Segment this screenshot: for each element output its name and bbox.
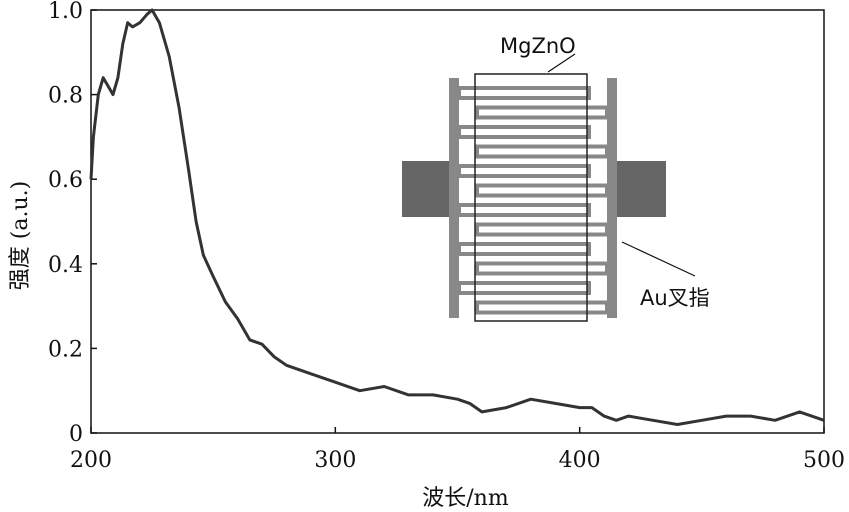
- y-tick-label: 0.6: [48, 168, 83, 193]
- au-leader-line: [621, 241, 696, 277]
- right-electrode-bus: [607, 78, 617, 318]
- x-axis-title: 波长/nm: [422, 486, 509, 511]
- x-tick-label: 200: [70, 448, 112, 473]
- data-series: [89, 8, 825, 426]
- au-finger-label: Au叉指: [640, 286, 710, 310]
- electrode-finger: [475, 300, 609, 315]
- y-tick-label: 0.2: [48, 337, 83, 362]
- mgzno-label: MgZnO: [500, 34, 576, 58]
- electrode-finger: [475, 144, 609, 159]
- axis-ticks: 200 300 400 500 0 0.2 0.4 0.6 0.8 1.0: [48, 0, 845, 473]
- electrode-finger: [457, 281, 591, 295]
- y-tick-label: 0.8: [48, 84, 83, 109]
- mgzno-film: [474, 73, 588, 322]
- plot-frame: [90, 9, 825, 434]
- right-contact-pad: [612, 161, 666, 217]
- spectrum-line: [89, 8, 825, 426]
- mgzno-leader-line: [547, 53, 576, 73]
- electrode-finger: [475, 222, 609, 237]
- y-tick-label: 0.4: [48, 253, 83, 278]
- electrode-finger: [475, 105, 609, 120]
- y-tick-label: 0: [69, 422, 83, 447]
- electrode-finger: [475, 261, 609, 276]
- electrode-finger: [457, 203, 591, 217]
- left-contact-pad: [402, 161, 454, 217]
- electrode-finger: [457, 86, 591, 100]
- left-electrode-bus: [449, 78, 459, 318]
- x-tick-label: 500: [803, 448, 845, 473]
- y-axis-title: 强度 (a.u.): [8, 181, 33, 290]
- electrode-finger: [457, 164, 591, 178]
- electrode-finger: [457, 125, 591, 139]
- x-tick-label: 400: [559, 448, 601, 473]
- electrode-finger: [457, 242, 591, 256]
- electrode-finger: [475, 183, 609, 198]
- x-tick-label: 300: [314, 448, 356, 473]
- interdigitated-electrode-inset: MgZnO Au叉指: [402, 34, 710, 322]
- electrode-fingers: [457, 86, 609, 315]
- y-tick-label: 1.0: [48, 0, 83, 24]
